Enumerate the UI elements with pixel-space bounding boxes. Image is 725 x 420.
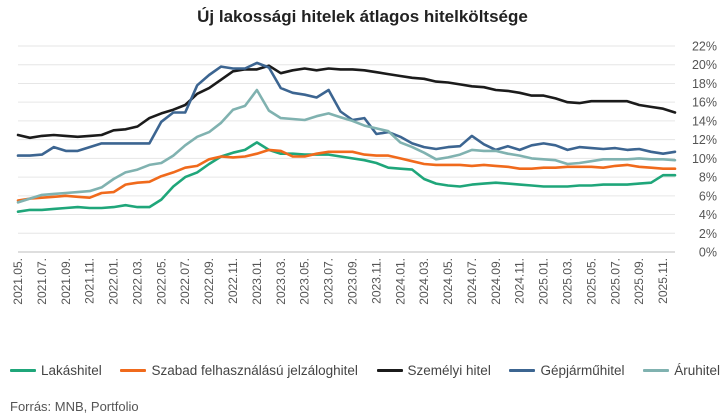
y-tick-label: 16% — [692, 96, 717, 110]
x-tick-label: 2022.05. — [154, 258, 168, 305]
legend-label: Lakáshitel — [41, 362, 102, 378]
x-tick-label: 2021.09. — [59, 258, 73, 305]
x-tick-label: 2024.05. — [441, 258, 455, 305]
legend-item: Áruhitel — [643, 363, 720, 378]
y-tick-label: 14% — [692, 114, 717, 128]
x-tick-label: 2024.03. — [417, 258, 431, 305]
legend-label: Szabad felhasználású jelzáloghitel — [151, 362, 358, 378]
y-tick-label: 8% — [699, 171, 717, 185]
gridlines — [18, 45, 675, 253]
series-lines — [16, 61, 677, 213]
legend-swatch — [643, 368, 670, 372]
x-tick-label: 2022.07. — [178, 258, 192, 305]
x-tick-label: 2024.11. — [513, 258, 527, 304]
line-chart: 0% 2% 4% 6% 8% 10% 12% 14% 16% 18% 20% 22% 2021.05.… — [11, 40, 717, 305]
x-tick-label: 2023.07. — [322, 258, 336, 305]
x-tick-label: 2023.01. — [250, 258, 264, 305]
y-tick-label: 6% — [699, 189, 717, 203]
legend: Lakáshitel Szabad felhasználású jelzálogh… — [10, 359, 720, 381]
x-tick-label: 2024.09. — [489, 258, 503, 305]
x-tick-label: 2021.07. — [35, 258, 49, 305]
legend-item: Szabad felhasználású jelzáloghitel — [120, 362, 358, 378]
legend-swatch — [120, 368, 147, 372]
chart-title: Új lakossági hitelek átlagos hitelköltsé… — [197, 7, 528, 26]
x-tick-label: 2023.11. — [369, 258, 383, 304]
legend-item: Lakáshitel — [10, 363, 102, 378]
y-tick-label: 2% — [699, 227, 717, 241]
x-tick-label: 2025.01. — [537, 258, 551, 305]
y-tick-label: 12% — [692, 133, 717, 147]
y-tick-label: 18% — [692, 77, 717, 91]
legend-label: Áruhitel — [674, 362, 720, 378]
source-note: Forrás: MNB, Portfolio — [10, 399, 139, 414]
x-tick-label: 2024.07. — [465, 258, 479, 305]
x-tick-label: 2021.11. — [83, 258, 97, 304]
x-tick-label: 2023.05. — [298, 258, 312, 305]
legend-swatch — [10, 368, 36, 372]
x-tick-label: 2025.05. — [584, 258, 598, 305]
series-line-áruhitel — [16, 88, 677, 204]
legend-label: Gépjárműhitel — [540, 362, 625, 378]
x-tick-label: 2022.01. — [107, 258, 121, 305]
series-line-lakáshitel — [16, 141, 677, 213]
x-tick-label: 2022.09. — [202, 258, 216, 305]
series-line-szabad-felhasználású-jelzáloghitel — [16, 148, 677, 202]
x-tick-label: 2025.03. — [560, 258, 574, 305]
x-tick-label: 2025.11. — [656, 258, 670, 304]
x-tick-label: 2025.09. — [632, 258, 646, 305]
legend-label: Személyi hitel — [407, 362, 491, 378]
y-tick-label: 22% — [692, 40, 717, 54]
y-tick-label: 0% — [699, 246, 717, 260]
legend-swatch — [376, 368, 403, 372]
y-tick-label: 20% — [692, 58, 717, 72]
series-line-személyi-hitel — [16, 64, 677, 140]
legend-swatch — [509, 368, 536, 372]
legend-item: Gépjárműhitel — [509, 362, 625, 378]
y-tick-labels: 0% 2% 4% 6% 8% 10% 12% 14% 16% 18% 20% 22% — [692, 40, 717, 260]
x-tick-label: 2022.03. — [130, 258, 144, 305]
y-tick-label: 4% — [699, 208, 717, 222]
x-tick-label: 2025.07. — [608, 258, 622, 305]
legend-item: Személyi hitel — [376, 362, 491, 378]
x-tick-label: 2021.05. — [11, 258, 25, 305]
series-line-gépjárműhitel — [16, 61, 677, 157]
x-tick-labels: 2021.05. 2021.07. 2021.09. 2021.11. 2022.01.… — [11, 258, 670, 305]
x-tick-label: 2023.09. — [345, 258, 359, 305]
x-tick-label: 2022.11. — [226, 258, 240, 304]
x-tick-label: 2023.03. — [274, 258, 288, 305]
x-tick-label: 2024.01. — [393, 258, 407, 305]
y-tick-label: 10% — [692, 152, 717, 166]
